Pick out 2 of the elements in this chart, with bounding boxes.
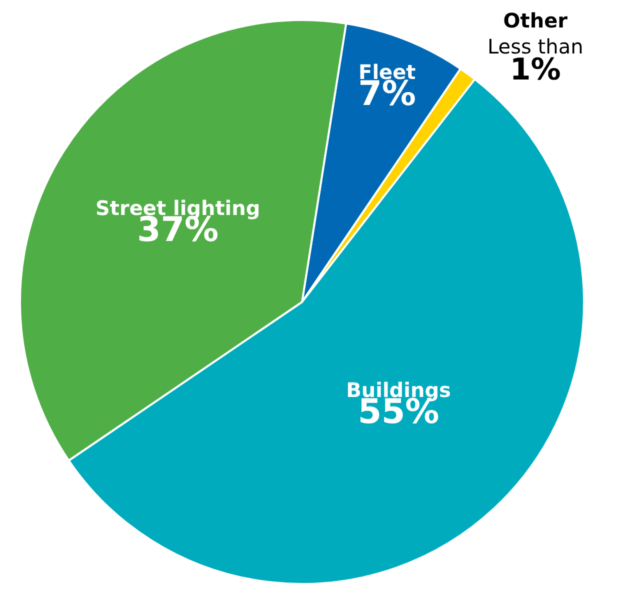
slice-label: Other	[503, 8, 568, 33]
data-label: Less than 1%	[488, 34, 584, 88]
